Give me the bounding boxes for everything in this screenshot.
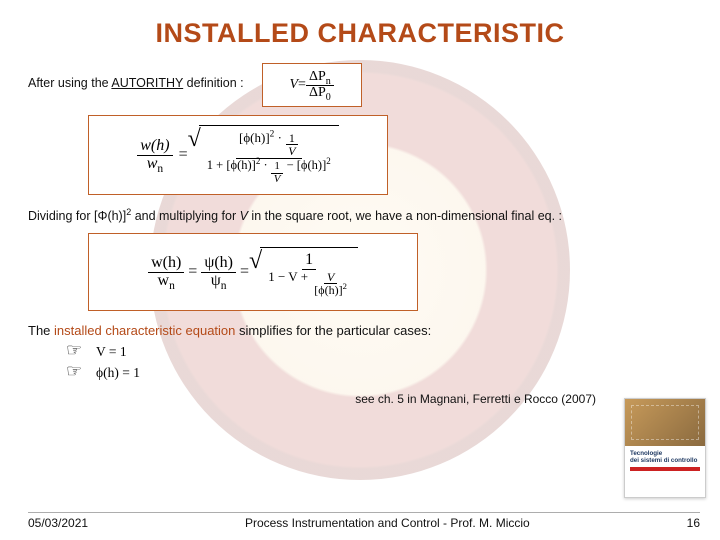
book-red-bar: [630, 467, 700, 471]
equation-dimensional: w(h) wn = √ [ϕ(h)]2 · 1V 1 + [ϕ(h)]2 · 1…: [88, 115, 388, 195]
slide-footer: 05/03/2021 Process Instrumentation and C…: [28, 516, 700, 530]
book-cover-title: Tecnologie dei sistemi di controllo: [625, 446, 705, 497]
eq3-lhs-num: w(h): [148, 255, 184, 273]
intro-pre: After using the: [28, 76, 111, 90]
eq2-V: V: [285, 145, 298, 158]
eq3-rhs-num: 1: [302, 252, 316, 270]
eq2-lhs-num: w(h): [137, 138, 172, 156]
bullet-list: ☞ V = 1 ☞ ϕ(h) = 1: [66, 340, 692, 382]
eq1-den: ΔP: [309, 85, 326, 100]
hand-icon: ☞: [66, 361, 84, 382]
footer-page-number: 16: [687, 516, 700, 530]
installed-characteristic-phrase: installed characteristic equation: [54, 323, 235, 338]
simpl-pre: The: [28, 323, 54, 338]
l2-V: V: [240, 209, 248, 223]
eq2-one: 1: [286, 132, 298, 146]
eq2-den-c: − [ϕ(h)]: [283, 158, 326, 172]
eq3-eq2: =: [240, 263, 249, 281]
eq2-lhs-den-sub: n: [157, 163, 163, 175]
autorithy-word: AUTORITHY: [111, 76, 183, 90]
bullet-2-text: ϕ(h) = 1: [96, 365, 140, 380]
book-cover-thumbnail: Tecnologie dei sistemi di controllo: [624, 398, 706, 498]
simplify-text: The installed characteristic equation si…: [28, 323, 692, 338]
eq1-num: ΔP: [309, 69, 326, 84]
eq2-den-c-sup: 2: [326, 156, 331, 166]
eq2-lhs-den: w: [147, 155, 158, 172]
intro-row: After using the AUTORITHY definition : V…: [28, 63, 692, 107]
eq2-den-b: ·: [260, 158, 270, 172]
eq3-eq1: =: [188, 263, 197, 281]
eq3-lhs-den-sub: n: [169, 280, 175, 292]
eq1-frac: ΔPn ΔP0: [306, 70, 334, 100]
footer-date: 05/03/2021: [28, 516, 88, 530]
eq3-mid-num: ψ(h): [201, 255, 236, 273]
bullet-1: ☞ V = 1: [66, 340, 692, 361]
eq3-rhs-den-sup: 2: [343, 281, 347, 291]
eq3-lhs-den: w: [158, 272, 170, 289]
equation-nondimensional: w(h) wn = ψ(h) ψn = √ 1 1 − V + V[ϕ(h)]2: [88, 233, 418, 311]
book-title-line2: dei sistemi di controllo: [630, 457, 700, 464]
reference-text: see ch. 5 in Magnani, Ferretti e Rocco (…: [28, 392, 692, 406]
slide-title: INSTALLED CHARACTERISTIC: [28, 18, 692, 49]
eq2-eq: =: [179, 146, 188, 164]
eq2-dot: ·: [274, 130, 285, 145]
bullet-2: ☞ ϕ(h) = 1: [66, 361, 692, 382]
l2-post: in the square root, we have a non-dimens…: [248, 209, 562, 223]
eq2-den-one: 1: [271, 161, 283, 174]
hand-icon: ☞: [66, 340, 84, 361]
eq3-rhs-den-b: [ϕ(h)]: [314, 283, 342, 297]
footer-rule: [28, 512, 700, 513]
dividing-text: Dividing for [Φ(h)]2 and multiplying for…: [28, 209, 692, 223]
eq3-mid-den-sub: n: [221, 280, 227, 292]
l2-pre: Dividing for [Φ(h)]: [28, 209, 126, 223]
footer-center: Process Instrumentation and Control - Pr…: [88, 516, 687, 530]
book-title-line1: Tecnologie: [630, 450, 700, 457]
slide-content: INSTALLED CHARACTERISTIC After using the…: [0, 0, 720, 540]
book-cover-image: [625, 399, 705, 446]
eq3-mid-den: ψ: [211, 272, 221, 289]
eq1-eq: =: [298, 77, 306, 93]
intro-post: definition :: [183, 76, 243, 90]
eq3-rhs-den-a: 1 − V +: [268, 269, 311, 284]
eq3-sqrt: √ 1 1 − V + V[ϕ(h)]2: [249, 247, 358, 297]
eq2-radnum-a: [ϕ(h)]: [239, 130, 270, 145]
intro-text: After using the AUTORITHY definition :: [28, 76, 244, 90]
eq2-den-V: V: [271, 174, 284, 186]
bullet-1-text: V = 1: [96, 344, 127, 359]
eq2-sqrt: √ [ϕ(h)]2 · 1V 1 + [ϕ(h)]2 · 1V − [ϕ(h)]…: [188, 125, 339, 185]
eq1-den-sub: 0: [326, 91, 331, 102]
simpl-post: simplifies for the particular cases:: [235, 323, 431, 338]
eq1-V: V: [289, 77, 298, 93]
l2-mid: and multiplying for: [131, 209, 239, 223]
eq2-den-a: 1 + [ϕ(h)]: [207, 158, 256, 172]
equation-v-definition: V = ΔPn ΔP0: [262, 63, 362, 107]
